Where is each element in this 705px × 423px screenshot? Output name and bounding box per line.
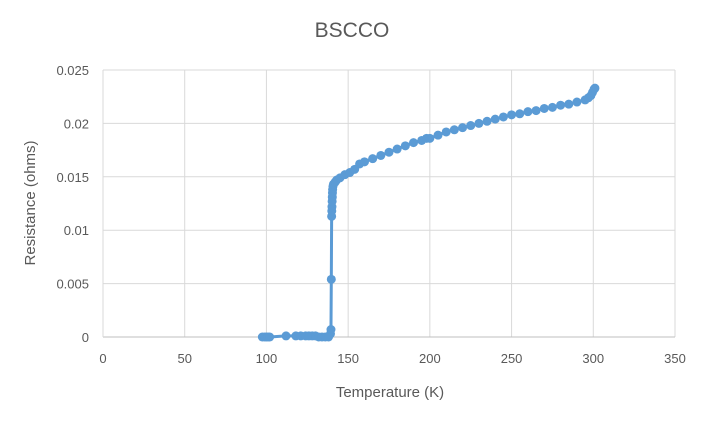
chart-title: BSCCO — [315, 19, 390, 42]
data-point — [433, 130, 443, 140]
data-point — [458, 123, 468, 133]
x-tick-label: 0 — [99, 351, 106, 366]
data-point — [523, 107, 533, 117]
y-tick-label: 0.015 — [56, 170, 89, 185]
data-point — [326, 325, 336, 335]
data-point — [515, 109, 525, 119]
data-point — [376, 150, 386, 160]
y-tick-label: 0 — [82, 330, 89, 345]
data-point — [384, 147, 394, 157]
data-point — [359, 157, 369, 167]
data-point — [507, 110, 517, 120]
x-tick-label: 300 — [582, 351, 604, 366]
data-point — [409, 138, 419, 148]
data-point — [400, 141, 410, 151]
y-tick-label: 0.01 — [64, 223, 89, 238]
y-tick-label: 0.005 — [56, 277, 89, 292]
data-point — [590, 83, 600, 93]
x-axis-label: Temperature (K) — [336, 384, 444, 401]
data-point — [368, 154, 378, 164]
data-point — [482, 116, 492, 126]
y-axis-label: Resistance (ohms) — [22, 140, 39, 265]
data-point — [392, 144, 402, 154]
axes — [102, 70, 675, 338]
data-point — [539, 103, 549, 113]
y-tick-label: 0.02 — [64, 116, 89, 131]
data-point — [425, 133, 435, 143]
data-point — [564, 99, 574, 109]
data-point — [474, 118, 484, 128]
data-point — [572, 97, 582, 107]
x-tick-label: 250 — [501, 351, 523, 366]
data-point — [466, 121, 476, 131]
gridlines — [103, 69, 676, 337]
data-point — [547, 102, 557, 112]
data-point — [326, 274, 336, 284]
x-tick-label: 350 — [664, 351, 686, 366]
data-point — [490, 114, 500, 124]
data-point — [281, 331, 291, 341]
x-tick-label: 200 — [419, 351, 441, 366]
data-point — [498, 112, 508, 122]
data-series — [257, 83, 600, 342]
data-point — [531, 106, 541, 116]
tick-labels: 0 50 100 150 200 250 300 350 0 0.005 0.01 0.015 0.02… — [56, 63, 685, 366]
data-point — [449, 125, 459, 135]
data-point — [556, 100, 566, 110]
data-point — [441, 127, 451, 137]
data-point — [265, 332, 275, 342]
x-tick-label: 50 — [177, 351, 191, 366]
x-tick-label: 150 — [337, 351, 359, 366]
y-tick-label: 0.025 — [56, 63, 89, 78]
x-tick-label: 100 — [256, 351, 278, 366]
